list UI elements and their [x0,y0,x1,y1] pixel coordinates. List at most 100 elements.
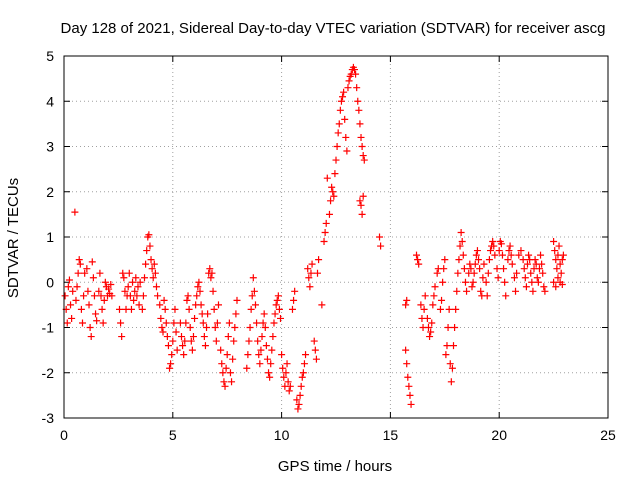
data-point-marker [557,269,565,277]
data-point-marker [203,324,211,331]
data-point-marker [358,210,366,218]
data-point-marker [291,287,299,295]
data-point-marker [107,281,115,289]
data-point-marker [88,258,96,266]
data-point-marker [152,283,160,291]
data-point-marker [162,319,170,327]
data-point-marker [212,337,220,345]
data-point-marker [493,265,501,273]
data-point-marker [502,292,510,300]
data-point-marker [260,310,268,318]
data-point-marker [403,360,411,368]
data-point-marker [479,274,487,282]
data-point-marker [472,251,480,259]
data-point-marker [343,147,351,155]
data-point-marker [136,278,144,286]
data-point-marker [189,333,197,341]
data-point-marker [273,296,281,304]
data-point-marker [271,310,279,318]
data-point-marker [84,287,92,295]
data-point-marker [554,274,562,282]
data-point-marker [486,247,494,255]
data-point-marker [344,84,352,92]
data-point-marker [121,287,129,295]
data-point-marker [293,396,301,404]
data-point-marker [231,324,239,331]
data-point-marker [489,238,497,246]
data-point-marker [274,292,282,300]
data-point-marker [99,319,107,327]
data-point-marker [480,260,488,268]
data-point-marker [78,319,86,327]
data-point-marker [130,296,138,304]
data-point-marker [89,274,97,282]
data-point-marker [267,360,275,368]
data-point-marker [279,364,287,372]
data-point-marker [550,278,558,286]
data-point-marker [257,346,265,354]
data-point-marker [269,333,277,341]
data-point-marker [414,256,422,264]
data-point-marker [188,346,196,354]
axis-ticks: 0 5 10 15 20 25 -3 -2 -1 0 1 2 3 4 5 [42,48,616,443]
data-point-marker [302,351,310,359]
data-point-marker [436,305,444,313]
data-point-marker [95,287,103,295]
data-point-marker [417,301,425,309]
data-point-marker [132,274,140,282]
data-point-marker [331,170,339,178]
data-point-marker [167,360,175,368]
data-point-marker [531,256,539,264]
data-point-marker [528,278,536,286]
data-point-marker [265,369,273,377]
data-point-marker [455,256,463,264]
data-point-marker [81,269,89,277]
data-point-marker [504,256,512,264]
data-point-marker [68,314,76,322]
data-point-marker [433,269,441,277]
data-point-marker [98,305,106,313]
data-point-marker [523,260,531,268]
data-point-marker [431,283,439,291]
data-point-marker [161,305,169,313]
data-point-marker [342,133,350,141]
data-point-marker [438,296,446,304]
data-point-marker [345,77,353,85]
data-point-marker [115,305,123,313]
data-point-marker [447,378,455,386]
data-point-marker [288,305,296,313]
data-point-marker [413,251,421,259]
data-point-marker [146,242,154,250]
data-point-marker [170,319,178,327]
data-point-marker [354,97,362,105]
data-point-marker [377,242,385,250]
y-tick-label: 4 [46,93,54,109]
data-point-marker [211,324,219,331]
data-point-marker [308,260,316,268]
data-point-marker [328,183,336,191]
data-point-marker [558,281,566,289]
data-point-marker [356,120,364,128]
data-point-marker [166,364,174,372]
data-point-marker [527,269,535,277]
plot-border [63,55,609,419]
data-point-marker [322,219,330,227]
data-point-marker [201,342,209,350]
data-point-marker [336,106,344,114]
data-point-marker [558,256,566,264]
data-point-marker [284,378,292,386]
data-point-marker [207,274,215,282]
data-point-marker [131,287,139,295]
data-point-marker [262,342,270,350]
data-point-marker [261,324,269,331]
data-point-marker [92,310,100,318]
data-point-marker [221,382,229,390]
data-point-marker [191,314,199,322]
data-point-marker [483,292,491,300]
data-point-marker [482,278,490,286]
data-point-marker [178,333,186,341]
data-point-marker [535,265,543,273]
data-point-marker [233,296,241,304]
data-point-marker [376,233,384,241]
data-point-marker [448,364,456,372]
